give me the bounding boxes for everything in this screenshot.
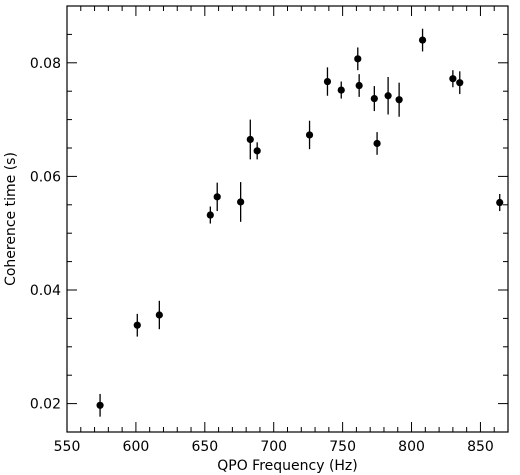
data-point: [237, 198, 245, 206]
data-point: [213, 193, 221, 201]
data-point-group: [449, 70, 457, 88]
data-point-group: [323, 67, 332, 96]
data-points: [96, 28, 504, 417]
data-point: [370, 94, 378, 103]
data-point: [133, 321, 141, 329]
data-point: [373, 139, 381, 148]
data-point: [384, 92, 392, 100]
data-point-group: [354, 47, 362, 71]
data-point: [456, 79, 464, 87]
plot-border: [66, 5, 509, 433]
data-point-group: [355, 74, 363, 97]
x-tick-label: 800: [398, 439, 425, 455]
x-tick-label: 850: [467, 439, 494, 455]
data-point: [449, 75, 457, 83]
data-point-group: [246, 119, 254, 160]
y-tick-label: 0.02: [30, 397, 61, 413]
y-tick-label: 0.06: [30, 169, 61, 185]
data-point-group: [237, 182, 245, 222]
y-tick-label: 0.08: [30, 56, 61, 72]
data-point-group: [133, 313, 141, 337]
data-point-group: [395, 82, 403, 117]
data-point-group: [384, 77, 392, 115]
x-tick-label: 550: [54, 439, 81, 455]
data-point: [305, 131, 314, 139]
data-point: [96, 401, 104, 409]
data-point: [354, 55, 362, 63]
data-point-group: [305, 120, 314, 150]
data-point: [206, 211, 214, 219]
data-point-group: [370, 86, 378, 112]
data-point-group: [155, 300, 163, 330]
data-point-group: [206, 206, 214, 224]
data-point: [323, 77, 332, 86]
data-point: [355, 81, 363, 90]
y-axis: 0.02 0.04 0.06 0.08: [30, 5, 508, 433]
data-point: [253, 147, 261, 155]
data-point-group: [456, 71, 464, 95]
data-point-group: [96, 393, 104, 417]
data-point: [418, 36, 427, 44]
data-point-group: [253, 142, 261, 160]
x-tick-label: 750: [329, 439, 356, 455]
x-axis-title: QPO Frequency (Hz): [217, 458, 358, 474]
data-point-group: [213, 182, 221, 212]
x-tick-label: 700: [260, 439, 287, 455]
data-point: [337, 86, 345, 94]
data-point: [246, 135, 254, 144]
data-point-group: [418, 28, 427, 52]
y-axis-title: Coherence time (s): [3, 152, 19, 286]
data-point: [395, 96, 403, 104]
data-point: [155, 311, 163, 319]
data-point-group: [337, 81, 345, 99]
x-tick-label: 600: [123, 439, 150, 455]
y-tick-label: 0.04: [30, 283, 61, 299]
plot-frame: [66, 5, 509, 433]
data-point-group: [496, 194, 504, 212]
x-axis: 550 600 650 700 750 800 850: [54, 6, 509, 455]
data-point: [496, 198, 504, 207]
data-point-group: [373, 132, 381, 155]
x-tick-label: 650: [191, 439, 218, 455]
